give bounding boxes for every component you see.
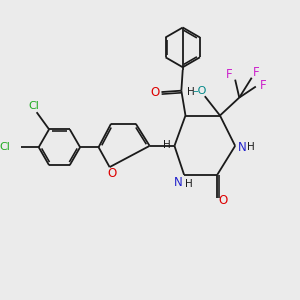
Text: –O: –O	[193, 86, 207, 96]
Text: F: F	[254, 66, 260, 79]
Text: H: H	[163, 140, 171, 150]
Text: O: O	[219, 194, 228, 207]
Text: N: N	[238, 141, 246, 154]
Text: H: H	[247, 142, 255, 152]
Text: F: F	[260, 79, 266, 92]
Text: F: F	[226, 68, 232, 81]
Text: Cl: Cl	[0, 142, 10, 152]
Text: H: H	[185, 179, 193, 189]
Text: Cl: Cl	[28, 101, 39, 111]
Text: O: O	[108, 167, 117, 180]
Text: O: O	[151, 85, 160, 99]
Text: H: H	[187, 87, 194, 97]
Text: N: N	[174, 176, 182, 189]
